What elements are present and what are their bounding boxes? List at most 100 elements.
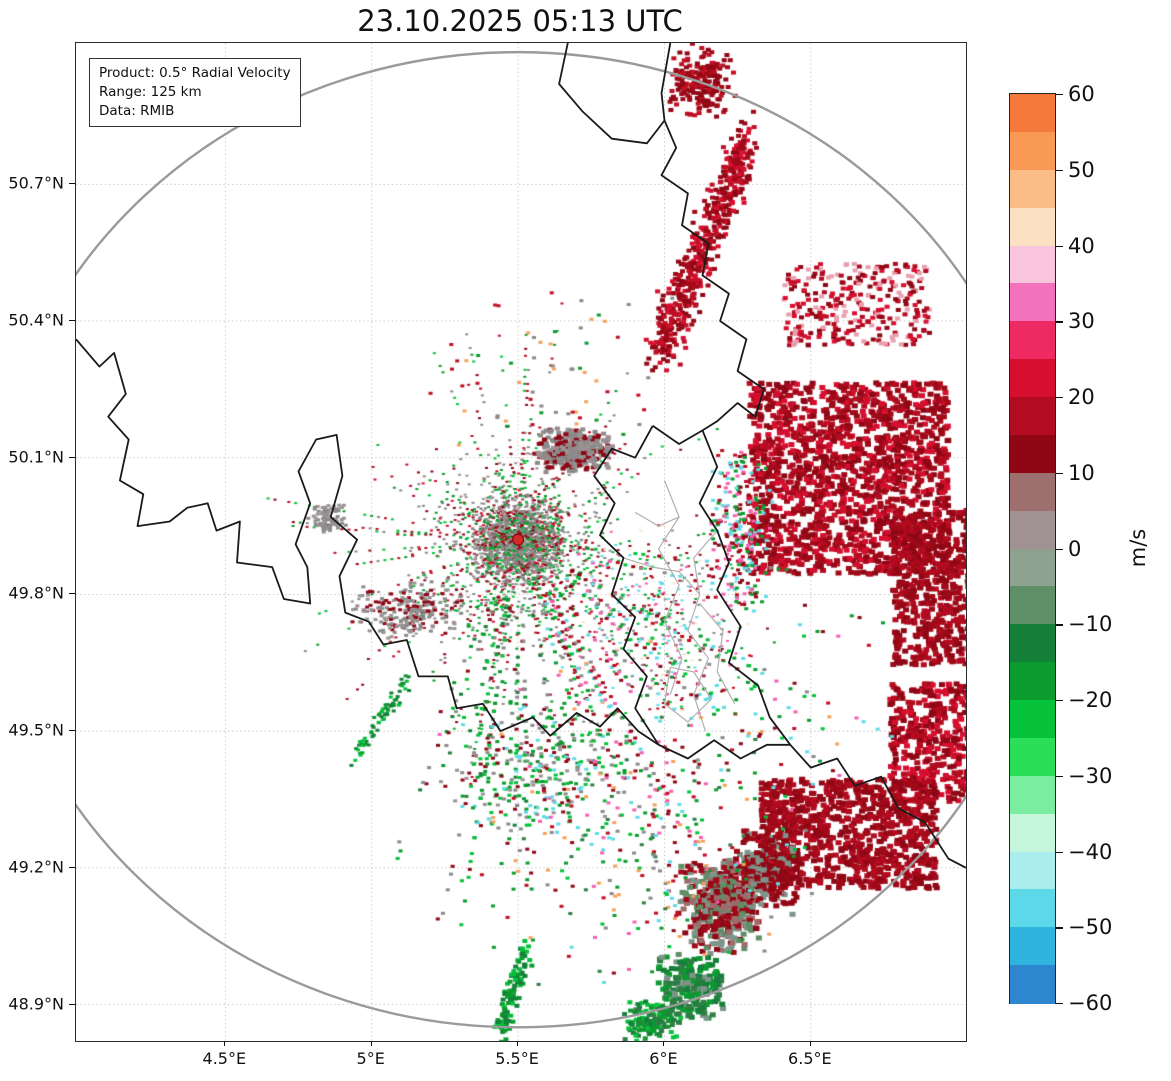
y-tick-label: 50.7°N (8, 173, 64, 193)
x-tick-mark (224, 1041, 226, 1046)
colorbar-tick-label: −30 (1068, 763, 1113, 788)
colorbar-tick-mark (1056, 624, 1063, 626)
border-belgium-luxembourg (593, 425, 660, 746)
border-admin-gray-2 (623, 557, 710, 732)
colorbar-segment (1010, 397, 1055, 436)
border-luxembourg-north (652, 425, 703, 445)
colorbar-tick-mark (1056, 851, 1063, 853)
product-info-line: Product: 0.5° Radial Velocity (99, 65, 291, 81)
colorbar-segment (1010, 434, 1055, 474)
x-tick-label: 6.5°E (788, 1049, 832, 1068)
range-info-line: Range: 125 km (99, 83, 202, 100)
colorbar-segment (1010, 359, 1055, 398)
colorbar-segment (1010, 472, 1055, 512)
colorbar-tick-label: 40 (1068, 233, 1095, 258)
border-france-belgium (76, 338, 660, 746)
x-tick-mark (370, 1041, 372, 1046)
y-tick-mark (69, 456, 75, 458)
border-luxembourg-france (658, 739, 791, 760)
data-source-line: Data: RMIB (99, 102, 175, 119)
product-info-box: Product: 0.5° Radial Velocity Range: 125… (89, 58, 301, 127)
colorbar-tick-label: 0 (1068, 536, 1082, 561)
y-tick-mark (69, 1003, 75, 1005)
border-admin-gray-5 (634, 511, 680, 527)
border-admin-gray-4 (699, 603, 736, 705)
colorbar-segment (1010, 700, 1055, 739)
colorbar-segment (1010, 510, 1055, 550)
border-netherlands-limburg (558, 43, 672, 145)
x-tick-label: 5°E (356, 1049, 385, 1068)
colorbar-tick-label: 20 (1068, 385, 1095, 409)
y-tick-label: 48.9°N (8, 994, 64, 1014)
figure-title: 23.10.2025 05:13 UTC (357, 4, 683, 38)
colorbar-segment (1010, 131, 1055, 171)
colorbar (1009, 93, 1056, 1004)
colorbar-segment (1010, 927, 1055, 966)
border-france-germany (789, 744, 966, 869)
colorbar-segment (1010, 586, 1055, 625)
x-tick-mark (517, 1041, 519, 1046)
x-tick-label: 4.5°E (202, 1049, 247, 1068)
border-luxembourg-germany (698, 430, 792, 746)
colorbar-tick-mark (1056, 700, 1063, 702)
y-tick-mark (69, 183, 75, 185)
x-tick-label: 5.5°E (495, 1049, 539, 1068)
colorbar-tick-mark (1056, 927, 1063, 929)
y-tick-label: 49.5°N (8, 720, 64, 740)
colorbar-segment (1010, 662, 1055, 701)
colorbar-segment (1010, 851, 1055, 890)
colorbar-tick-label: 60 (1068, 82, 1095, 106)
map-borders-overlay (76, 43, 966, 1029)
x-tick-label: 6°E (649, 1049, 678, 1068)
border-admin-gray-1 (657, 480, 683, 695)
y-tick-mark (69, 593, 75, 595)
colorbar-tick-mark (1056, 472, 1063, 475)
colorbar-tick-label: −10 (1068, 612, 1113, 637)
colorbar-segment (1010, 321, 1055, 360)
colorbar-segment (1010, 775, 1055, 815)
colorbar-segment (1010, 889, 1055, 928)
colorbar-tick-mark (1056, 1003, 1063, 1005)
colorbar-tick-mark (1056, 94, 1063, 96)
colorbar-segment (1010, 169, 1055, 209)
x-tick-mark (809, 1041, 811, 1046)
colorbar-segment (1010, 548, 1055, 587)
colorbar-tick-label: −50 (1068, 915, 1113, 940)
y-tick-label: 49.8°N (8, 583, 64, 603)
x-tick-mark (663, 1041, 665, 1046)
colorbar-tick-mark (1056, 169, 1063, 172)
colorbar-segment (1010, 94, 1055, 133)
colorbar-segment (1010, 283, 1055, 322)
border-belgium-germany (660, 120, 765, 432)
border-admin-gray-6 (693, 530, 718, 595)
radar-site-marker (511, 533, 525, 546)
colorbar-tick-label: 50 (1068, 157, 1095, 182)
colorbar-label: m/s (1126, 528, 1150, 568)
map-plot: Product: 0.5° Radial Velocity Range: 125… (75, 42, 967, 1042)
colorbar-tick-mark (1056, 321, 1063, 323)
border-admin-gray-3 (663, 666, 712, 723)
y-tick-mark (69, 866, 75, 868)
colorbar-tick-mark (1056, 245, 1063, 247)
colorbar-tick-label: 10 (1068, 460, 1095, 485)
colorbar-segment (1010, 813, 1055, 853)
y-tick-mark (69, 319, 75, 321)
colorbar-segment (1010, 965, 1055, 1004)
colorbar-tick-mark (1056, 775, 1063, 778)
y-tick-label: 49.2°N (8, 857, 64, 877)
colorbar-segment (1010, 245, 1055, 284)
y-tick-label: 50.4°N (8, 310, 64, 330)
colorbar-segment (1010, 737, 1055, 777)
colorbar-segment (1010, 207, 1055, 247)
y-tick-mark (69, 730, 75, 732)
colorbar-tick-label: −60 (1068, 991, 1113, 1015)
y-tick-label: 50.1°N (8, 447, 64, 467)
colorbar-tick-label: −20 (1068, 688, 1113, 712)
range-ring (76, 51, 966, 1029)
colorbar-segment (1010, 624, 1055, 663)
colorbar-tick-mark (1056, 397, 1063, 399)
colorbar-tick-label: 30 (1068, 309, 1095, 334)
colorbar-tick-label: −40 (1068, 839, 1113, 864)
colorbar-tick-mark (1056, 548, 1063, 550)
